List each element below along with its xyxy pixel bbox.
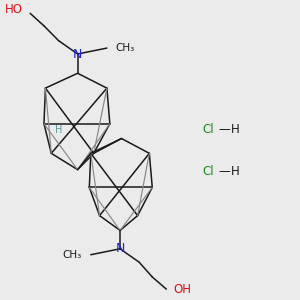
Text: H: H bbox=[55, 124, 62, 135]
Text: —: — bbox=[218, 123, 230, 136]
Text: N: N bbox=[73, 47, 82, 61]
Text: Cl: Cl bbox=[202, 165, 214, 178]
Text: H: H bbox=[231, 123, 240, 136]
Text: N: N bbox=[116, 242, 125, 255]
Text: Cl: Cl bbox=[202, 123, 214, 136]
Text: —: — bbox=[218, 165, 230, 178]
Text: CH₃: CH₃ bbox=[116, 43, 135, 53]
Text: HO: HO bbox=[5, 3, 23, 16]
Text: OH: OH bbox=[174, 283, 192, 296]
Text: H: H bbox=[231, 165, 240, 178]
Text: CH₃: CH₃ bbox=[63, 250, 82, 260]
